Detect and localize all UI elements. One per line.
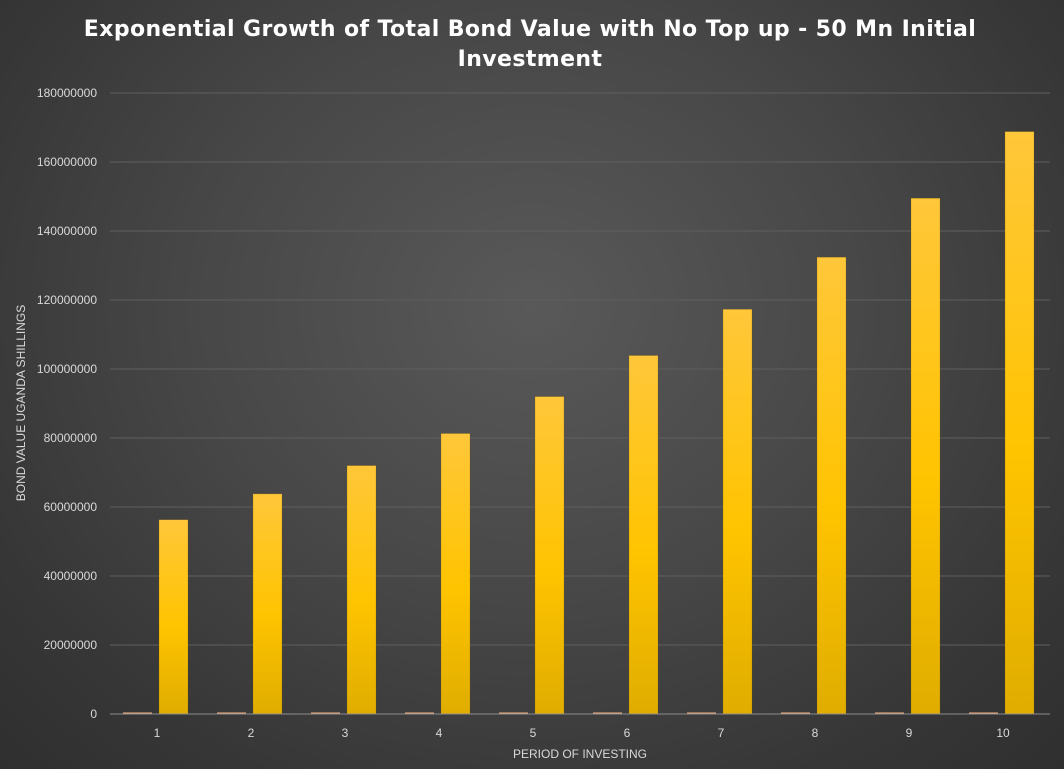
bar-series-1: [875, 712, 904, 714]
bar-series-1: [969, 712, 998, 714]
y-tick-label: 40000000: [44, 569, 98, 583]
y-tick-label: 140000000: [37, 224, 97, 238]
bar-series-2: [252, 493, 283, 715]
bar-series-1: [123, 712, 152, 714]
chart-title-line-2: Investment: [458, 47, 603, 72]
x-tick-label: 5: [530, 726, 537, 740]
x-tick-label: 8: [812, 726, 819, 740]
bar-series-2: [440, 433, 471, 715]
y-tick-label: 100000000: [37, 362, 97, 376]
x-tick-label: 6: [624, 726, 631, 740]
bar-series-1: [781, 712, 810, 714]
bar-series-2: [346, 465, 377, 715]
bar-series-2: [158, 519, 189, 715]
chart-title-line-1: Exponential Growth of Total Bond Value w…: [84, 17, 976, 42]
gridlines: [110, 92, 1050, 646]
bar-series-2: [534, 396, 565, 715]
x-axis-ticks: 1 2 3 4 5 6 7 8 9 10: [154, 726, 1010, 740]
x-tick-label: 3: [342, 726, 349, 740]
y-axis-ticks: 0 20000000 40000000 60000000 80000000 1000000…: [37, 86, 97, 721]
x-tick-label: 4: [436, 726, 443, 740]
y-tick-label: 20000000: [44, 638, 98, 652]
bar-series-1: [499, 712, 528, 714]
bar-series-1: [311, 712, 340, 714]
bar-series-1: [217, 712, 246, 714]
y-tick-label: 160000000: [37, 155, 97, 169]
y-tick-label: 180000000: [37, 86, 97, 100]
x-tick-label: 7: [718, 726, 725, 740]
x-axis-title: PERIOD OF INVESTING: [513, 747, 647, 761]
y-tick-label: 80000000: [44, 431, 98, 445]
bar-series-2: [1004, 131, 1035, 715]
x-tick-label: 10: [996, 726, 1010, 740]
y-tick-label: 0: [90, 707, 97, 721]
x-tick-label: 9: [906, 726, 913, 740]
x-tick-label: 2: [248, 726, 255, 740]
y-axis-title: BOND VALUE UGANDA SHILLINGS: [14, 305, 28, 502]
bar-series-1: [405, 712, 434, 714]
bar-series-2: [910, 197, 941, 715]
bar-series-1: [593, 712, 622, 714]
y-tick-label: 120000000: [37, 293, 97, 307]
bar-series-2: [722, 309, 753, 715]
bar-series-2: [628, 355, 659, 715]
y-tick-label: 60000000: [44, 500, 98, 514]
bars: [123, 131, 1035, 715]
bar-series-1: [687, 712, 716, 714]
bar-series-2: [816, 256, 847, 715]
x-tick-label: 1: [154, 726, 161, 740]
